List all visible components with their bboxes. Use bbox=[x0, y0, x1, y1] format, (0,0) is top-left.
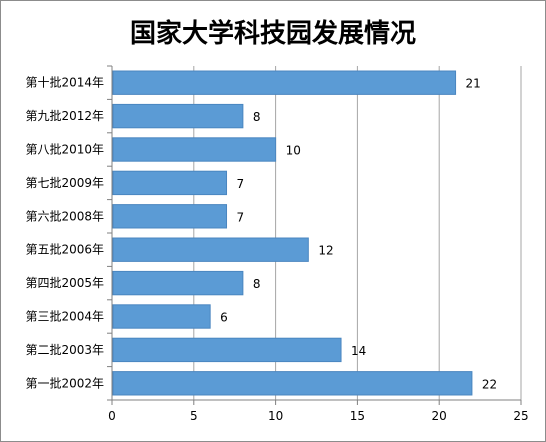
bar bbox=[112, 170, 228, 196]
x-tick-label: 0 bbox=[108, 409, 116, 423]
x-tick-label: 10 bbox=[268, 409, 283, 423]
category-label: 第十批2014年 bbox=[25, 75, 104, 90]
bar bbox=[112, 103, 244, 129]
bar bbox=[112, 204, 228, 229]
x-tick-label: 5 bbox=[190, 409, 198, 423]
data-label: 7 bbox=[237, 210, 245, 224]
bar bbox=[112, 304, 211, 329]
bar bbox=[112, 237, 309, 262]
category-label: 第三批2004年 bbox=[25, 309, 104, 324]
category-label: 第五批2006年 bbox=[25, 242, 104, 257]
x-tick-label: 20 bbox=[432, 409, 447, 423]
data-label: 6 bbox=[220, 311, 228, 325]
x-tick-label: 15 bbox=[350, 409, 365, 423]
category-label: 第九批2012年 bbox=[25, 108, 104, 123]
bar bbox=[112, 70, 457, 95]
data-label: 7 bbox=[237, 177, 245, 191]
data-label: 21 bbox=[466, 77, 481, 91]
category-label: 第二批2003年 bbox=[25, 342, 104, 357]
category-label: 第六批2008年 bbox=[25, 208, 104, 223]
data-label: 12 bbox=[318, 244, 333, 258]
data-label: 14 bbox=[351, 344, 366, 358]
category-label: 第七批2009年 bbox=[25, 175, 104, 190]
bar bbox=[112, 337, 342, 363]
data-label: 8 bbox=[253, 277, 261, 291]
chart-title: 国家大学科技园发展情况 bbox=[129, 19, 416, 49]
category-label: 第八批2010年 bbox=[25, 142, 104, 157]
x-tick-label: 25 bbox=[513, 409, 528, 423]
category-label: 第四批2005年 bbox=[25, 275, 104, 290]
bar bbox=[112, 137, 277, 162]
data-label: 8 bbox=[253, 110, 261, 124]
bar bbox=[112, 270, 244, 296]
data-label: 22 bbox=[482, 377, 497, 391]
data-label: 10 bbox=[286, 144, 301, 158]
bar bbox=[112, 371, 473, 396]
category-label: 第一批2002年 bbox=[25, 375, 104, 390]
